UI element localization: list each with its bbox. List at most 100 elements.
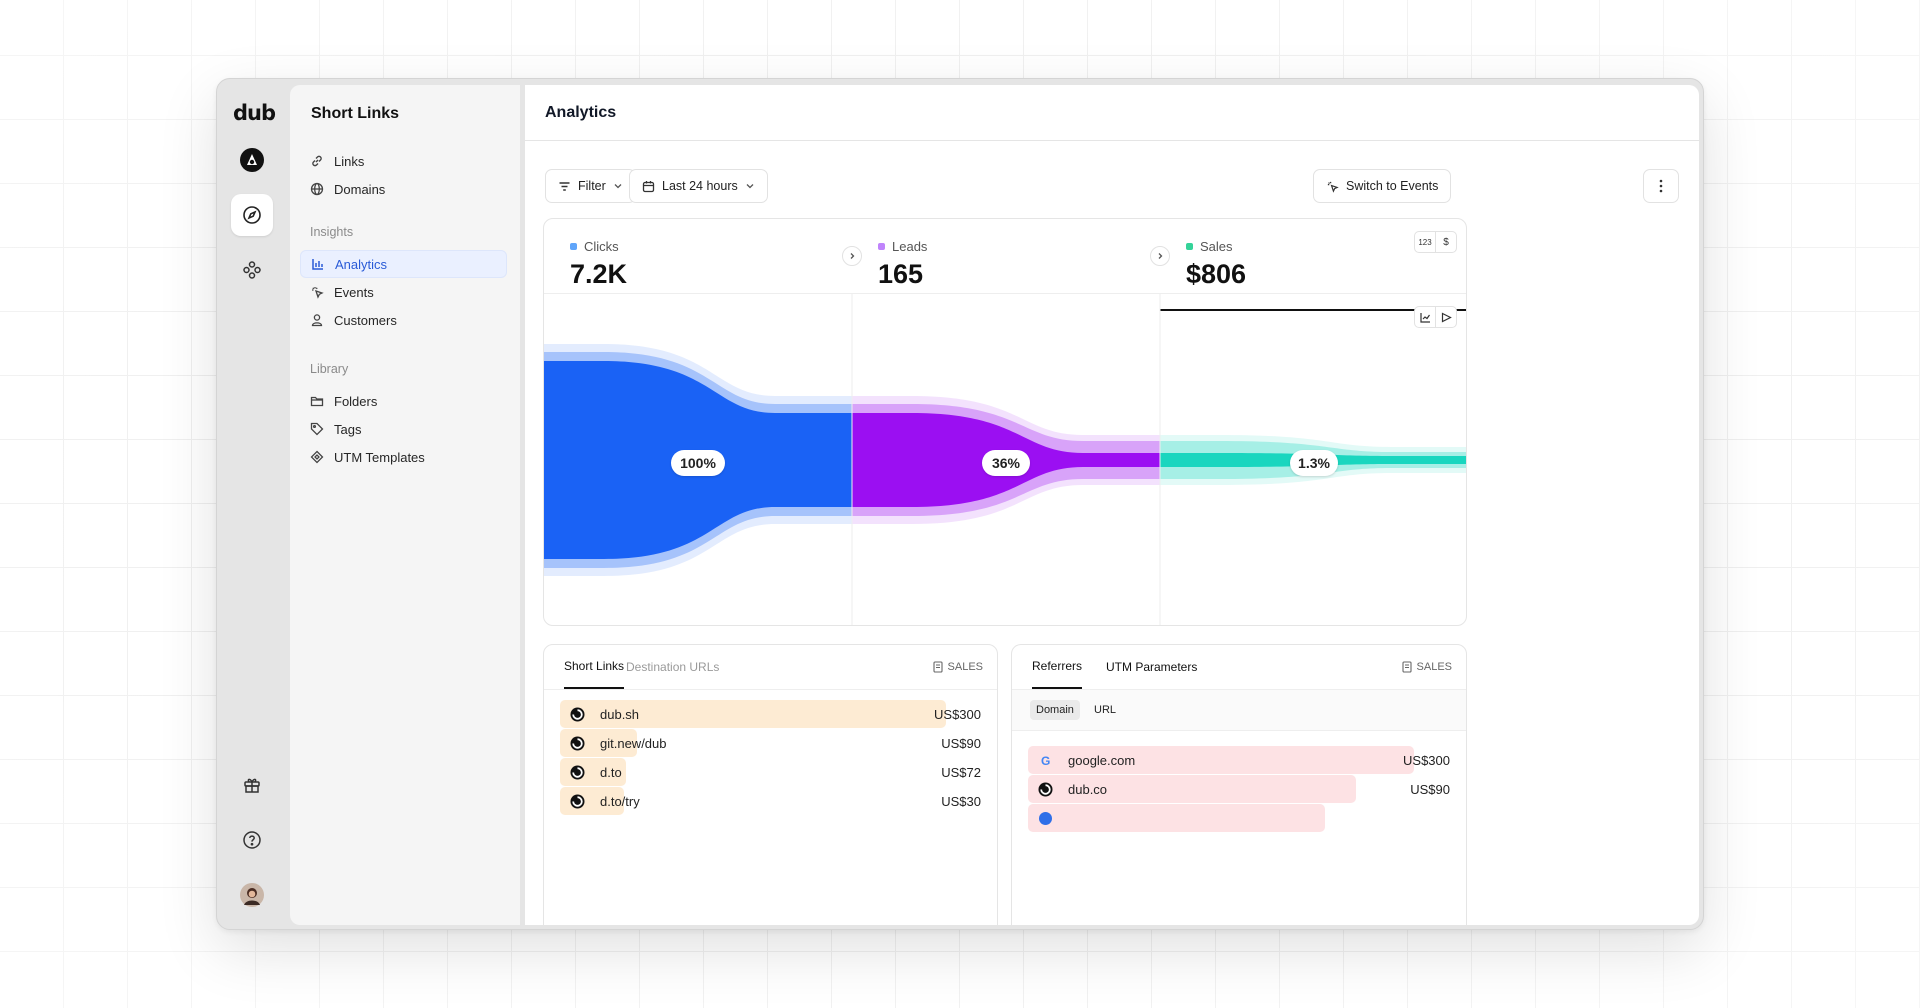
receipt-icon [1401,661,1412,673]
row-name: d.to [600,765,622,780]
row-share-bar [1028,746,1414,774]
stage-percent-clicks: 100% [671,450,725,476]
row-name: dub.sh [600,707,640,722]
sidebar-item-label: UTM Templates [334,449,425,465]
diamond-icon [310,450,324,464]
main-panel: Analytics Filter Last 24 hours Switch to… [525,85,1699,925]
user-avatar[interactable] [231,874,273,916]
funnel-chart-icon[interactable] [1435,306,1457,328]
sidebar-item-domains[interactable]: Domains [300,175,507,203]
section-label-insights: Insights [310,225,354,239]
list-item[interactable]: d.to US$72 [560,758,981,786]
subtab-url[interactable]: URL [1094,704,1117,716]
date-range-label: Last 24 hours [662,179,738,193]
filter-button[interactable]: Filter [545,169,636,203]
stage-percent-sales: 1.3% [1290,450,1338,476]
sidebar-nav: Short Links Links Domains Insights Analy… [290,85,520,925]
metric-clicks[interactable]: Clicks 7.2K [544,219,852,311]
date-range-button[interactable]: Last 24 hours [629,169,768,203]
dub-logo-icon [570,794,585,809]
row-share-bar [560,700,946,728]
metric-label: Sales [1200,239,1233,254]
integrations-icon[interactable] [231,249,273,291]
sidebar-item-label: Links [334,153,365,169]
tab-utm-parameters[interactable]: UTM Parameters [1106,660,1198,674]
sidebar-item-tags[interactable]: Tags [300,415,507,443]
row-name: google.com [1068,753,1136,768]
sidebar-item-label: Analytics [335,256,388,272]
help-icon[interactable] [231,819,273,861]
svg-text:G: G [1041,754,1050,768]
google-logo-icon: G [1038,753,1053,768]
app-window: dub Short Links Links Domains In [216,78,1704,930]
stage-percent-leads: 36% [982,450,1030,476]
page-title: Analytics [525,85,1699,141]
list-item[interactable] [1028,804,1450,832]
chevron-right-icon [842,246,862,266]
row-share-bar [1028,804,1326,832]
sidebar-item-analytics[interactable]: Analytics [300,250,507,278]
list-item[interactable]: git.new/dub US$90 [560,729,981,757]
row-name: d.to/try [600,794,640,809]
count-toggle[interactable]: 123 [1414,231,1436,253]
metric-selector-label: SALES [1416,661,1452,673]
metric-sales[interactable]: Sales $806 [1160,219,1466,311]
sidebar-item-links[interactable]: Links [300,147,507,175]
short-links-panel: Short Links Destination URLs SALES dub.s… [543,644,998,925]
chevron-right-icon [1150,246,1170,266]
metric-selector-label: SALES [947,661,983,673]
metric-dot [1186,243,1193,250]
filter-icon [559,181,570,191]
sidebar-item-utm-templates[interactable]: UTM Templates [300,443,507,471]
workspace-avatar-icon[interactable] [231,139,273,181]
tab-referrers[interactable]: Referrers [1032,645,1083,689]
dub-logo-icon [570,736,585,751]
icon-rail: dub [217,79,289,929]
section-label-library: Library [310,362,349,376]
metric-selector[interactable]: SALES [932,645,983,689]
tab-destination-urls[interactable]: Destination URLs [626,660,720,674]
sidebar-item-label: Events [334,284,374,300]
receipt-icon [932,661,943,673]
metric-value: $806 [1186,259,1247,289]
switch-label: Switch to Events [1346,179,1439,193]
dub-logo-icon [570,765,585,780]
dub-logo-icon [1038,811,1053,826]
cursor-click-icon [1327,181,1339,193]
user-icon [311,314,323,327]
dub-logo: dub [233,101,276,125]
more-vertical-icon [1659,179,1663,193]
list-item[interactable]: dub.co US$90 [1028,775,1450,803]
dub-logo-icon [1038,782,1053,797]
tab-short-links[interactable]: Short Links [564,645,625,689]
metric-selector[interactable]: SALES [1401,645,1452,689]
chevron-down-icon [746,184,754,189]
metric-leads[interactable]: Leads 165 [852,219,1160,311]
compass-icon[interactable] [231,194,273,236]
nav-title: Short Links [311,105,400,122]
link-icon [312,155,322,167]
sidebar-item-folders[interactable]: Folders [300,387,507,415]
row-share-bar [1028,775,1357,803]
row-name: git.new/dub [600,736,667,751]
subtab-domain[interactable]: Domain [1030,700,1080,720]
metric-value: 165 [878,259,924,289]
currency-toggle[interactable]: $ [1435,231,1457,253]
calendar-icon [642,180,655,192]
row-amount: US$300 [934,707,981,722]
list-item[interactable]: d.to/try US$30 [560,787,981,815]
row-amount: US$90 [941,736,981,751]
sidebar-item-events[interactable]: Events [300,278,507,306]
row-amount: US$300 [1403,753,1450,768]
gift-icon[interactable] [231,764,273,806]
tag-icon [310,422,324,436]
switch-to-events-button[interactable]: Switch to Events [1313,169,1452,203]
list-item[interactable]: dub.sh US$300 [560,700,981,728]
sidebar-item-label: Customers [334,312,397,328]
chevron-down-icon [614,184,622,189]
sidebar-item-label: Domains [334,181,386,197]
sidebar-item-label: Folders [334,393,378,409]
sidebar-item-customers[interactable]: Customers [300,306,507,334]
more-options-button[interactable] [1643,169,1679,203]
